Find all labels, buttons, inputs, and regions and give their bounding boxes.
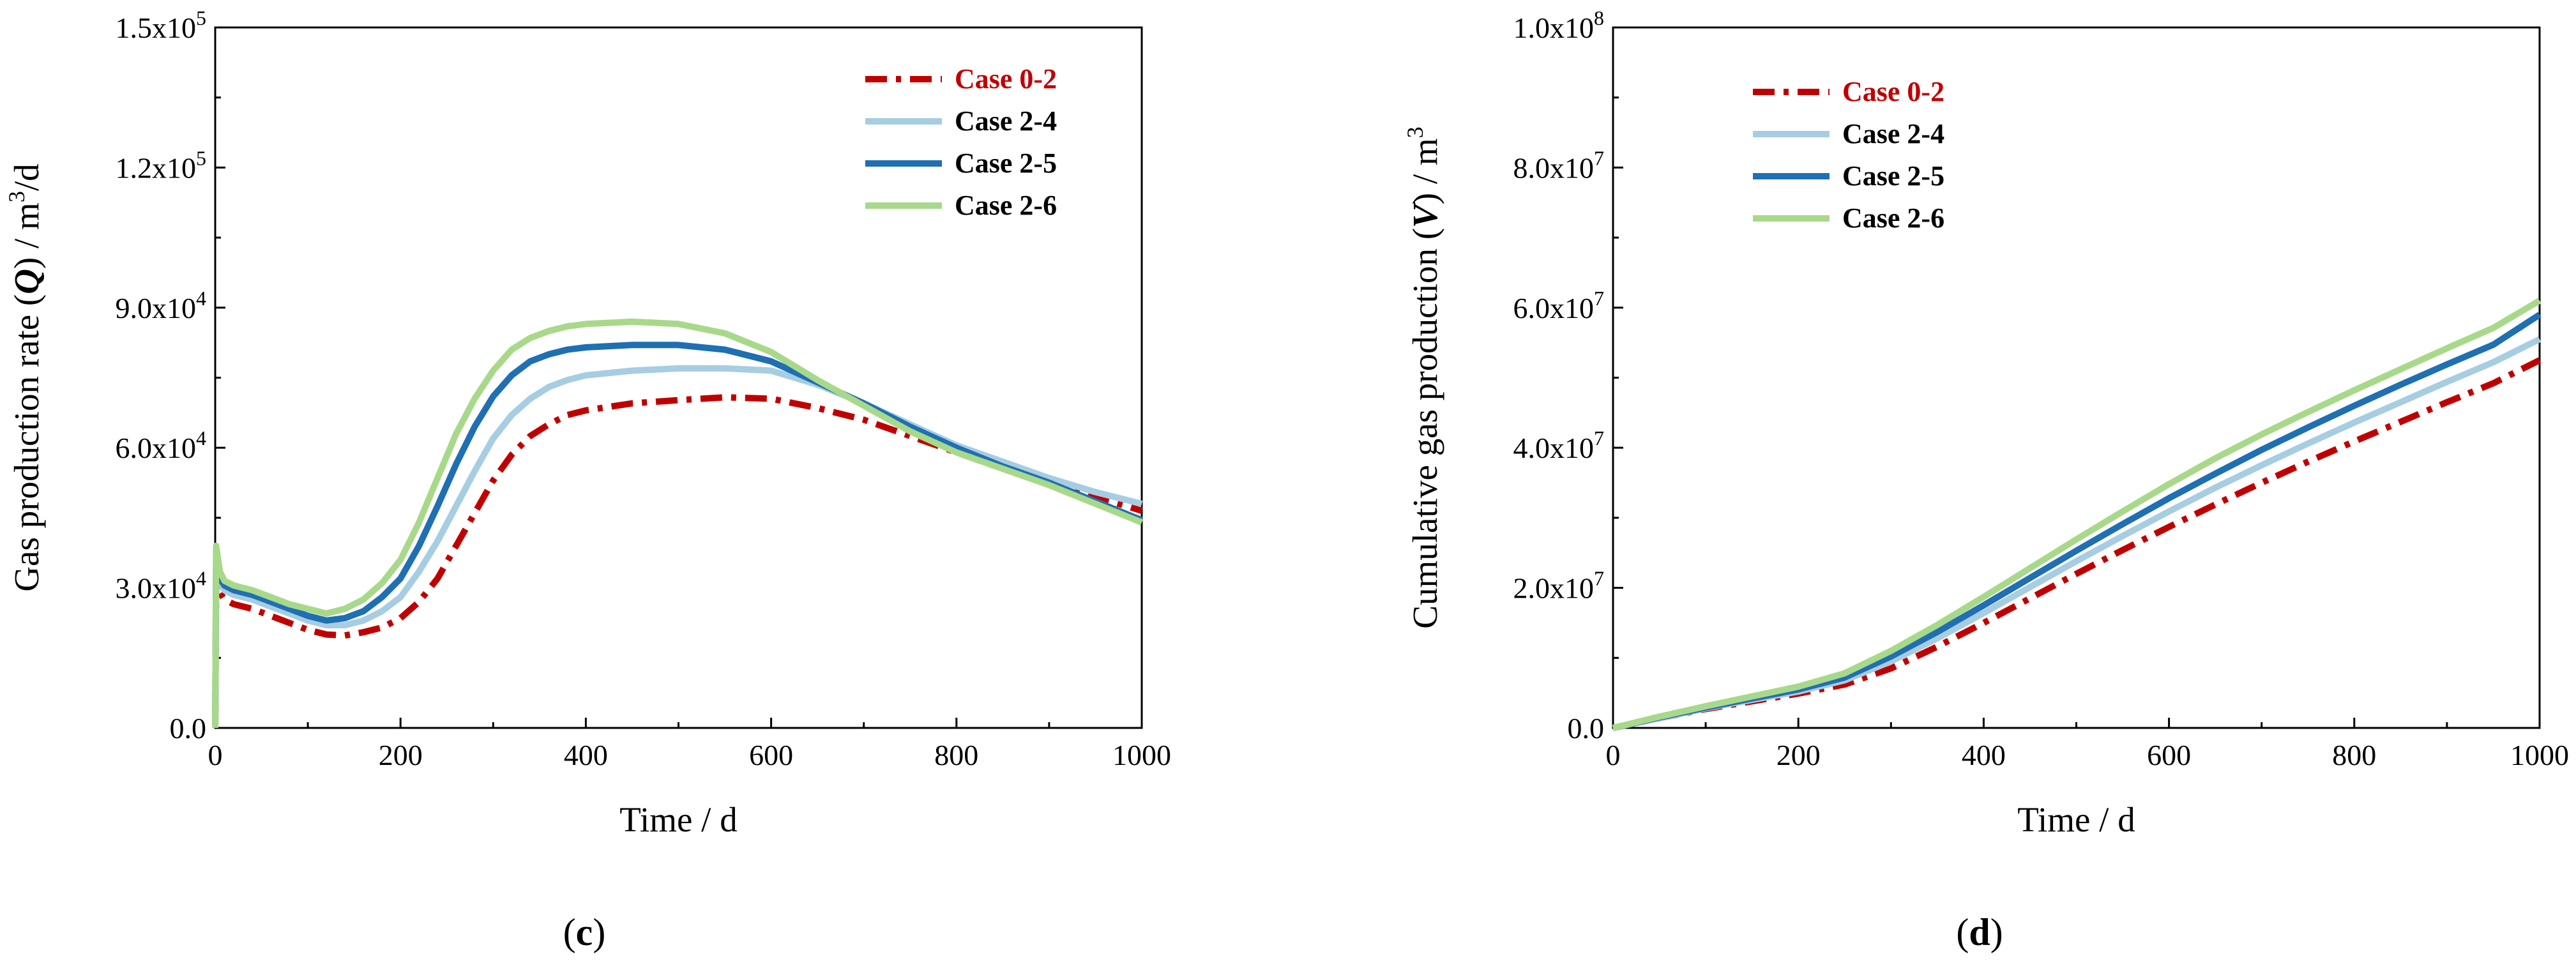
panel-label: (d) [1956, 911, 2003, 953]
y-axis-title: Cumulative gas production (V) / m3 [1402, 126, 1444, 628]
x-tick-label: 600 [749, 739, 793, 771]
y-tick-label: 2.0x107 [1513, 567, 1605, 605]
legend-label: Case 2-4 [1842, 118, 1944, 149]
y-tick-label: 1.0x108 [1513, 6, 1605, 44]
legend-label: Case 2-6 [1842, 202, 1944, 234]
x-tick-label: 1000 [2510, 739, 2569, 771]
y-tick-label: 8.0x107 [1513, 146, 1605, 184]
series-line-case-2-4 [212, 365, 1143, 729]
x-tick-label: 400 [564, 739, 608, 771]
x-tick-label: 600 [2147, 739, 2191, 771]
x-tick-label: 0 [208, 739, 223, 771]
legend-label: Case 0-2 [955, 63, 1057, 95]
x-tick-label: 200 [1777, 739, 1821, 771]
series-line-case-0-2 [212, 394, 1143, 729]
legend-label: Case 2-6 [955, 190, 1057, 221]
panel-label: (c) [563, 911, 606, 953]
series-line-case-2-4 [1612, 336, 2542, 731]
legend-label: Case 2-5 [1842, 160, 1944, 192]
series-line-case-2-5 [1612, 312, 2542, 731]
y-axis-title: Gas production rate (Q) / m3/d [4, 163, 46, 591]
x-axis-title: Time / d [2017, 800, 2135, 839]
y-tick-label: 6.0x104 [116, 427, 207, 464]
y-tick-label: 0.0 [1568, 712, 1605, 745]
y-tick-label: 6.0x107 [1513, 287, 1605, 324]
x-axis-title: Time / d [619, 800, 737, 839]
x-tick-label: 800 [934, 739, 978, 771]
y-tick-label: 1.2x105 [116, 146, 207, 184]
y-tick-label: 9.0x104 [116, 287, 207, 324]
panel-c: 0 200 400 600 800 1000 0.0 3.0x104 6.0x104 9.0x10… [4, 6, 1171, 953]
y-tick-label: 3.0x104 [116, 567, 207, 605]
series-line-case-2-5 [212, 342, 1143, 729]
y-tick-label: 4.0x107 [1513, 427, 1605, 464]
x-tick-label: 800 [2332, 739, 2376, 771]
series-line-case-2-6 [1612, 298, 2542, 731]
plot-frame [1612, 26, 2541, 729]
legend-label: Case 2-5 [955, 147, 1057, 179]
x-tick-label: 400 [1962, 739, 2006, 771]
panel-d: 0 200 400 600 800 1000 0.0 2.0x107 4.0x107 6.0x10… [1402, 6, 2569, 953]
series-line-case-2-6 [212, 318, 1143, 729]
x-tick-label: 1000 [1112, 739, 1171, 771]
x-tick-label: 200 [379, 739, 423, 771]
legend-label: Case 2-4 [955, 105, 1057, 137]
series-line-case-0-2 [1612, 357, 2542, 731]
legend-label: Case 0-2 [1842, 76, 1944, 107]
y-tick-label: 0.0 [170, 712, 207, 745]
y-tick-label: 1.5x105 [116, 6, 207, 44]
x-tick-label: 0 [1606, 739, 1621, 771]
